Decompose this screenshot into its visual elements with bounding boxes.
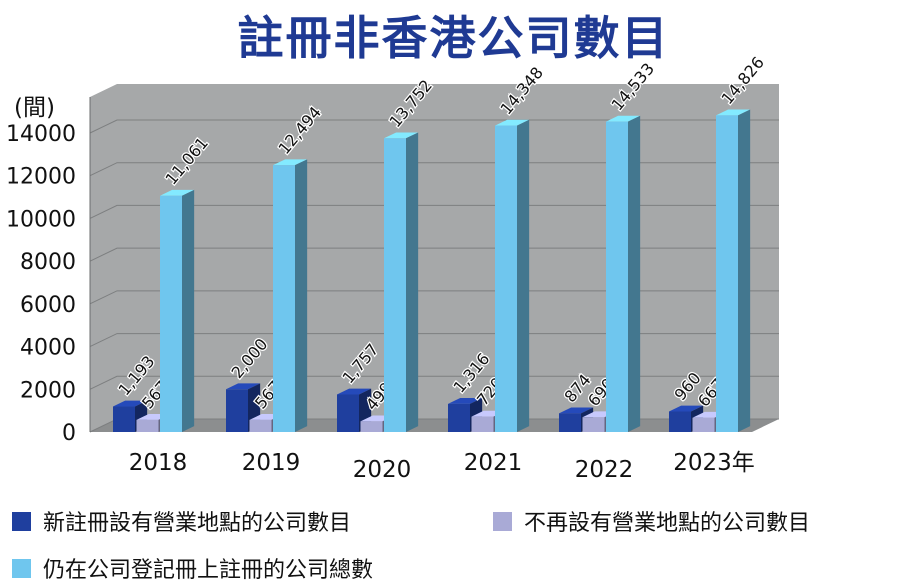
y-tick-label: 14000: [6, 122, 76, 147]
bar: [337, 394, 359, 432]
legend-swatch: [493, 511, 512, 531]
y-tick-label: 4000: [20, 336, 76, 361]
bar: [360, 421, 383, 432]
y-axis-unit: (間): [14, 95, 55, 121]
bar-side: [738, 109, 751, 432]
x-tick-label: 2020: [353, 457, 412, 483]
legend-item-new-registered: 新註冊設有營業地點的公司數目: [12, 505, 351, 537]
bar-top: [495, 119, 530, 126]
y-tick-label: 12000: [6, 165, 76, 190]
y-tick-label: 0: [62, 421, 76, 446]
legend-swatch: [12, 558, 31, 578]
bar: [606, 121, 628, 433]
bar: [136, 419, 159, 432]
bar-top: [384, 132, 419, 139]
y-tick-label: 8000: [20, 250, 76, 275]
x-tick-label: 2019: [242, 450, 301, 476]
legend-item-total-registered: 仍在公司登記冊上註冊的公司總數: [12, 552, 373, 584]
bar-top: [226, 383, 261, 390]
chart-title: 註冊非香港公司數目: [237, 11, 670, 65]
gridline: [89, 247, 779, 262]
bar: [273, 165, 295, 432]
legend-label: 新註冊設有營業地點的公司數目: [43, 511, 352, 536]
y-tick-label: 10000: [6, 207, 76, 232]
bar-top: [716, 109, 751, 116]
bar-top: [606, 115, 641, 122]
bar: [226, 389, 248, 432]
bar-side: [406, 132, 419, 432]
bar: [113, 406, 135, 432]
bar-top: [273, 159, 308, 166]
y-tick-label: 2000: [20, 378, 76, 403]
bar: [669, 411, 691, 432]
x-tick-label: 2023年: [673, 450, 755, 476]
x-tick-label: 2021: [464, 450, 523, 476]
gridline: [89, 204, 779, 219]
bar: [716, 115, 738, 432]
bar: [384, 138, 406, 432]
bar-top: [669, 405, 704, 412]
bar-side: [295, 159, 308, 433]
legend-label: 不再設有營業地點的公司數目: [524, 511, 811, 536]
bar-side: [628, 115, 641, 433]
bar-chart: 020004000600080001000012000140001,193567…: [6, 52, 779, 483]
bar: [582, 417, 605, 432]
gridline: [89, 333, 779, 348]
gridline: [89, 162, 779, 177]
bar: [559, 413, 581, 432]
gridline: [89, 375, 779, 390]
bar-top: [448, 398, 483, 404]
x-tick-label: 2022: [575, 457, 634, 483]
bar-side: [517, 119, 530, 432]
bar: [160, 195, 182, 432]
y-tick-label: 6000: [20, 293, 76, 318]
legend-item-ceased: 不再設有營業地點的公司數目: [493, 505, 810, 537]
bar: [249, 419, 272, 432]
bar-top: [160, 189, 195, 196]
legend-label: 仍在公司登記冊上註冊的公司總數: [43, 558, 374, 583]
bar-side: [182, 189, 195, 432]
bar-top: [113, 400, 148, 407]
gridline: [89, 119, 779, 134]
bar: [471, 416, 494, 432]
bar-top: [559, 407, 594, 414]
bar: [495, 125, 517, 432]
bar: [692, 417, 715, 432]
gridline: [89, 290, 779, 305]
x-tick-label: 2018: [129, 450, 188, 476]
bar: [448, 403, 470, 432]
bar-top: [337, 388, 372, 395]
legend-swatch: [12, 511, 31, 531]
